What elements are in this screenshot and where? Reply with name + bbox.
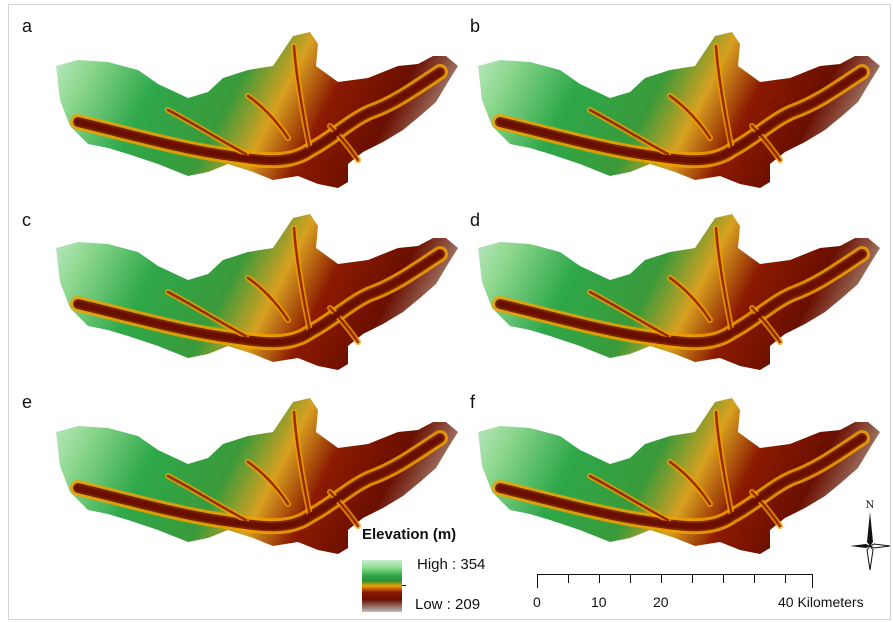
scale-tick: [661, 574, 662, 583]
north-arrow-needle-west: [850, 544, 870, 548]
tributary-channel: [246, 276, 290, 322]
scale-label-10: 10: [591, 594, 607, 610]
map-panel-d: [478, 214, 880, 370]
legend-tick: [402, 585, 406, 586]
tributary-channel: [588, 290, 670, 338]
tributary-channel: [668, 94, 712, 140]
tributary-channel: [750, 124, 782, 162]
tributary-channel: [714, 410, 734, 518]
main-channel: [497, 435, 865, 530]
north-arrow-needle-south: [866, 545, 874, 571]
legend-high-label: High : 354: [417, 556, 486, 573]
scale-tick: [723, 574, 724, 583]
tributary-channel: [292, 226, 312, 334]
panel-label-e: e: [22, 392, 33, 412]
tributary-channel: [668, 460, 712, 506]
tributary-channel: [714, 44, 734, 152]
map-panel-e: [56, 398, 458, 554]
scale-tick: [692, 574, 693, 583]
main-channel: [75, 251, 443, 346]
legend-color-ramp: [362, 560, 402, 612]
panel-label-d: d: [470, 210, 481, 230]
scale-tick: [537, 574, 538, 588]
tributary-channel: [714, 226, 734, 334]
legend-title: Elevation (m): [362, 526, 457, 543]
map-panel-f: [478, 398, 880, 554]
main-channel: [497, 251, 865, 346]
tributary-channel: [166, 474, 248, 522]
north-arrow-needle-east: [868, 543, 891, 549]
tributary-channel: [750, 490, 782, 528]
panel-label-b: b: [470, 16, 481, 36]
tributary-channel: [292, 44, 312, 152]
tributary-channel: [328, 490, 360, 528]
legend-low-label: Low : 209: [415, 596, 481, 613]
figure-frame: [8, 4, 891, 620]
tributary-channel: [292, 410, 312, 518]
map-panel-a: [56, 32, 458, 188]
scale-bar-line: [537, 574, 813, 575]
tributary-channel: [166, 108, 248, 156]
tributary-channel: [328, 306, 360, 344]
scale-label-40: 40 Kilometers: [778, 594, 864, 610]
scale-tick: [754, 574, 755, 583]
main-channel: [75, 435, 443, 530]
main-channel: [75, 69, 443, 164]
scale-label-20: 20: [653, 594, 669, 610]
north-label: N: [866, 500, 875, 511]
tributary-channel: [246, 460, 290, 506]
tributary-channel: [668, 276, 712, 322]
tributary-channel: [750, 306, 782, 344]
scale-tick: [630, 574, 631, 583]
scale-tick: [599, 574, 600, 583]
tributary-channel: [166, 290, 248, 338]
scale-tick: [568, 574, 569, 583]
map-panel-b: [478, 32, 880, 188]
scale-label-0: 0: [533, 594, 541, 610]
map-panel-c: [56, 214, 458, 370]
scale-tick: [785, 574, 786, 583]
scale-tick: [812, 574, 813, 588]
tributary-channel: [328, 124, 360, 162]
panel-label-c: c: [22, 210, 31, 230]
north-arrow-needle-north: [867, 512, 873, 546]
main-channel: [497, 69, 865, 164]
tributary-channel: [246, 94, 290, 140]
north-arrow-icon: N: [850, 500, 891, 571]
scale-bar: [537, 574, 813, 588]
panel-label-a: a: [22, 16, 33, 36]
tributary-channel: [588, 474, 670, 522]
panel-label-f: f: [470, 392, 476, 412]
tributary-channel: [588, 108, 670, 156]
